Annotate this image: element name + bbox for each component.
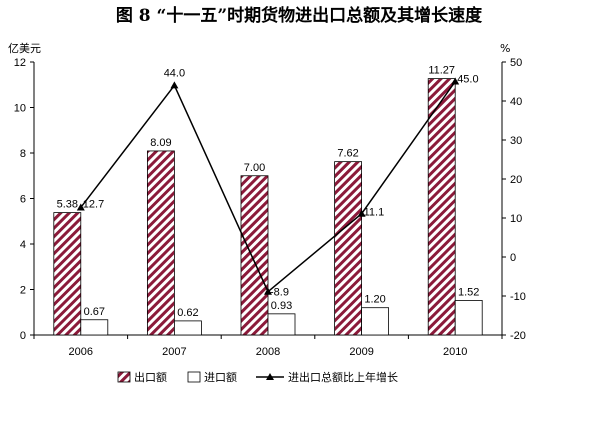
chart-title: 图 8 “十一五”时期货物进出口总额及其增长速度: [116, 5, 483, 26]
import-value-label: 1.20: [364, 294, 385, 306]
plot-area: 0 2 4 6 8 10 12 -20 -10 0 10 20 30 40 50 2006 2007 2008 20…: [14, 57, 526, 358]
legend-import-swatch: [187, 371, 201, 383]
import-value-label: 1.52: [458, 286, 479, 298]
x-axis-tick-label: 2010: [443, 346, 467, 358]
left-axis-tick-label: 8: [20, 148, 26, 160]
import-value-label: 0.67: [84, 306, 105, 318]
x-axis-tick-label: 2007: [162, 346, 186, 358]
x-axis-tick-label: 2008: [256, 346, 280, 358]
growth-marker: [451, 77, 460, 85]
legend-growth-marker: [266, 373, 274, 380]
export-value-label: 5.38: [57, 199, 78, 211]
left-axis-tick-label: 10: [14, 103, 26, 115]
right-axis-tick-label: 0: [510, 252, 516, 264]
left-axis-tick-label: 0: [20, 330, 26, 342]
growth-value-label: -8.9: [270, 287, 289, 299]
export-value-label: 7.62: [337, 148, 358, 160]
legend-export-swatch: [117, 371, 131, 383]
export-value-label: 7.00: [244, 162, 265, 174]
legend-growth-label: 进出口总额比上年增长: [288, 370, 398, 384]
import-bar: [173, 320, 202, 336]
right-axis-tick-label: 20: [510, 174, 522, 186]
growth-marker: [357, 209, 366, 217]
growth-value-label: 11.1: [364, 207, 385, 219]
left-axis-tick-label: 6: [20, 194, 26, 206]
export-bar: [146, 150, 175, 336]
x-axis-tick-label: 2006: [69, 346, 93, 358]
import-value-label: 0.93: [271, 300, 292, 312]
import-bar: [454, 300, 483, 336]
growth-value-label: 12.7: [83, 198, 104, 210]
growth-marker: [76, 203, 85, 211]
export-bar: [427, 78, 456, 336]
export-bar: [334, 161, 363, 336]
right-axis-tick-label: -20: [510, 330, 526, 342]
legend-import-label: 进口额: [204, 371, 237, 384]
export-value-label: 8.09: [150, 137, 171, 149]
import-bar: [361, 307, 390, 336]
growth-marker: [170, 81, 179, 89]
right-axis-tick-label: 50: [510, 57, 522, 69]
left-axis-tick-label: 4: [20, 239, 26, 251]
legend: 出口额 进口额 进出口总额比上年增长: [117, 370, 398, 384]
left-axis-tick-label: 12: [14, 57, 26, 69]
right-axis-tick-label: -10: [510, 291, 526, 303]
right-axis-tick-label: 40: [510, 96, 522, 108]
export-bar: [53, 212, 82, 336]
export-value-label: 11.27: [428, 65, 455, 77]
growth-value-label: 45.0: [457, 74, 478, 86]
left-axis-unit: 亿美元: [8, 42, 41, 55]
right-axis-tick-label: 30: [510, 135, 522, 147]
left-axis-tick-label: 2: [20, 285, 26, 297]
right-axis-tick-label: 10: [510, 213, 522, 225]
right-axis-unit: %: [500, 42, 510, 55]
x-axis-tick-label: 2009: [349, 346, 373, 358]
growth-marker: [264, 287, 272, 295]
import-value-label: 0.62: [177, 307, 198, 319]
growth-value-label: 44.0: [164, 67, 185, 79]
import-bar: [267, 313, 296, 336]
export-bar: [240, 175, 269, 336]
legend-export-label: 出口额: [134, 370, 167, 384]
import-bar: [80, 319, 109, 336]
